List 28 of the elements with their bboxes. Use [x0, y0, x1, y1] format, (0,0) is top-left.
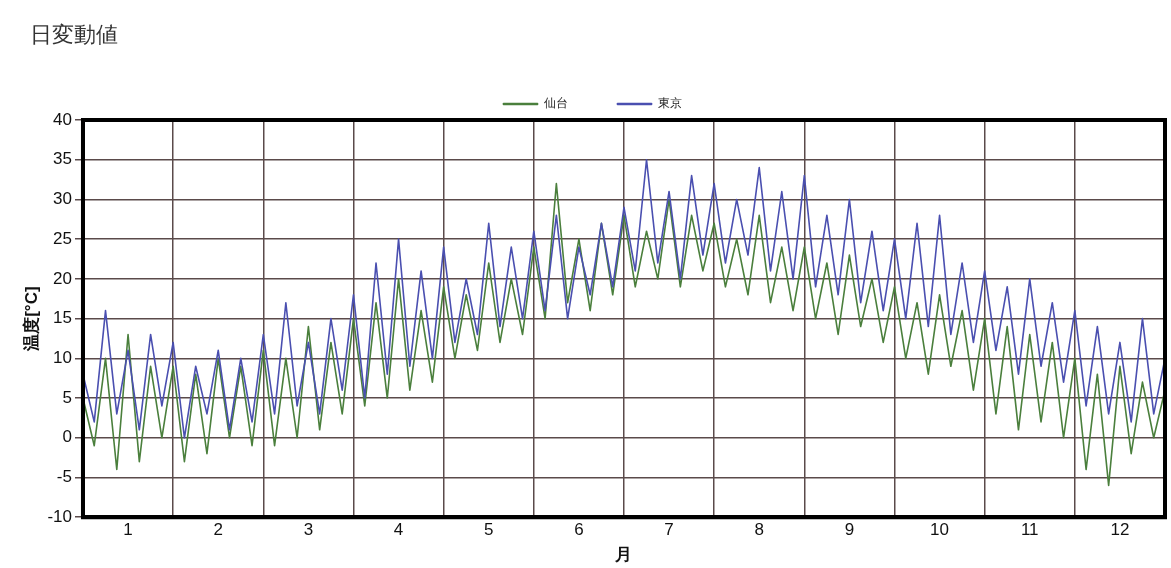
y-tick-label: 15 — [53, 308, 72, 328]
x-tick-label: 6 — [574, 520, 584, 540]
y-tick-label: 35 — [53, 149, 72, 169]
x-tick-label: 10 — [930, 520, 950, 540]
legend-label: 東京 — [657, 96, 682, 111]
x-tick-label: 8 — [754, 520, 764, 540]
x-axis-title: 月 — [614, 545, 633, 565]
y-tick-label: 0 — [62, 427, 72, 447]
y-axis-title: 温度[°C] — [21, 286, 41, 352]
x-tick-label: 3 — [303, 520, 314, 540]
x-tick-label: 7 — [664, 520, 674, 540]
y-tick-label: -5 — [56, 467, 72, 487]
y-tick-label: 5 — [62, 387, 72, 407]
x-tick-label: 11 — [1020, 520, 1039, 540]
y-tick-label: 10 — [53, 348, 72, 368]
x-tick-label: 12 — [1110, 520, 1130, 540]
y-tick-label: -10 — [47, 506, 72, 526]
y-tick-label: 25 — [53, 228, 72, 248]
y-tick-label: 40 — [53, 109, 72, 129]
x-tick-label: 9 — [844, 520, 855, 540]
y-tick-label: 30 — [53, 189, 72, 209]
x-tick-label: 5 — [484, 520, 494, 540]
legend-label: 仙台 — [543, 96, 568, 111]
y-tick-label: 20 — [53, 268, 72, 288]
x-tick-label: 4 — [393, 520, 404, 540]
x-tick-label: 1 — [123, 520, 133, 540]
chart-title: 日変動値 — [30, 21, 118, 49]
x-tick-label: 2 — [213, 520, 223, 540]
